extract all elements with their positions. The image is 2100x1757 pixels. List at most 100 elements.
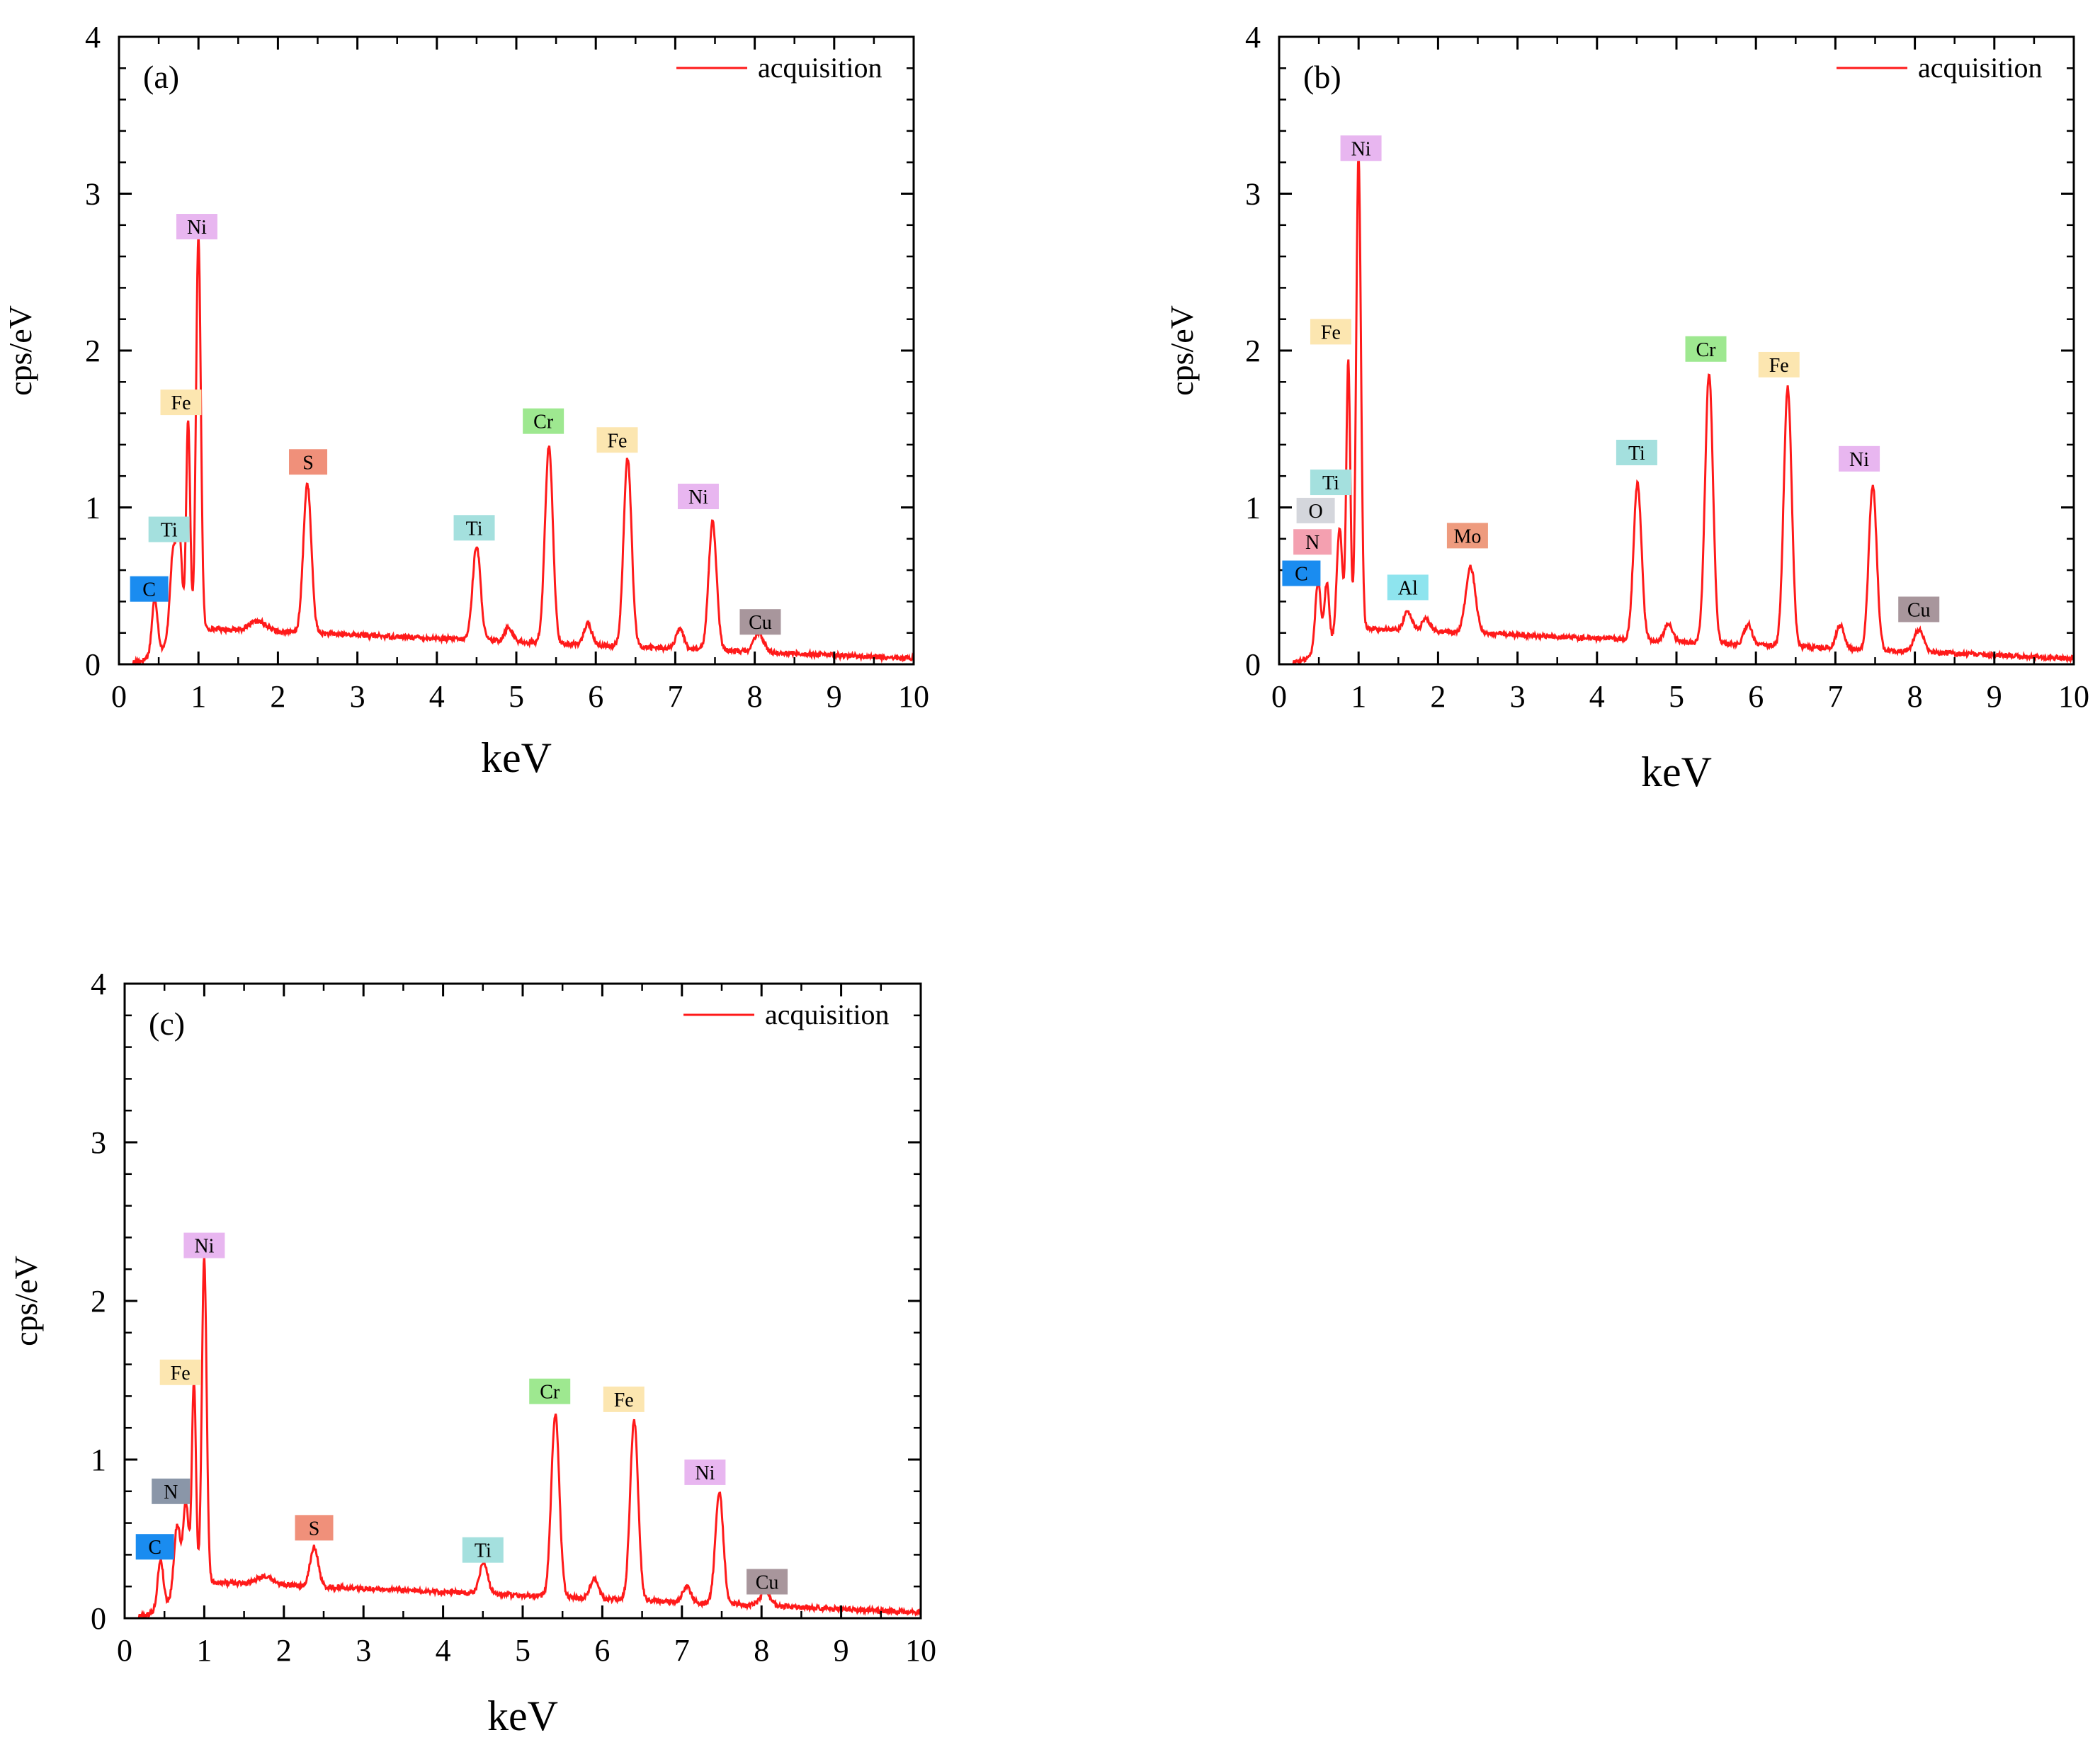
legend-label: acquisition	[765, 999, 890, 1030]
x-tick-label: 5	[515, 1633, 530, 1668]
badge-label: Cu	[756, 1571, 779, 1593]
y-tick-label: 0	[91, 1601, 106, 1636]
element-badge-fe: Fe	[596, 427, 638, 453]
element-badge-al: Al	[1387, 574, 1429, 601]
x-tick-label: 7	[667, 679, 683, 714]
x-tick-label: 1	[191, 679, 206, 714]
element-badge-ti: Ti	[1310, 470, 1351, 496]
x-tick-label: 1	[1351, 679, 1366, 714]
badge-label: Ni	[194, 1236, 214, 1258]
element-badge-ti: Ti	[1616, 439, 1657, 465]
badge-label: Ti	[475, 1540, 492, 1562]
badge-box	[176, 214, 217, 240]
y-axis-title: cps/eV	[8, 1256, 44, 1346]
badge-label: Cu	[1907, 599, 1931, 621]
x-tick-label: 2	[270, 679, 285, 714]
element-badge-s: S	[295, 1515, 334, 1541]
badge-label: Cr	[1696, 339, 1717, 361]
element-badge-cu: Cu	[739, 609, 781, 635]
x-tick-label: 8	[747, 679, 763, 714]
x-tick-label: 4	[436, 1633, 451, 1668]
badge-label: Cr	[540, 1382, 560, 1404]
element-badge-cu: Cu	[1898, 596, 1940, 622]
x-tick-label: 5	[509, 679, 524, 714]
plot-frame	[123, 982, 922, 1620]
badge-label: Ni	[688, 487, 708, 508]
x-tick-label: 7	[674, 1633, 690, 1668]
badge-label: Fe	[607, 430, 627, 452]
badge-label: Ni	[695, 1462, 715, 1484]
element-badge-cr: Cr	[1685, 336, 1727, 362]
x-tick-label: 0	[1271, 679, 1287, 714]
element-badge-n: N	[1293, 529, 1332, 555]
element-badge-ni: Ni	[1340, 135, 1382, 161]
element-badge-ti: Ti	[148, 516, 190, 542]
badge-label: Ti	[1628, 443, 1645, 465]
badge-box	[130, 576, 169, 602]
x-tick-label: 10	[898, 679, 929, 714]
badge-box	[1446, 523, 1488, 549]
spectrum-panel-b: 0 1 2 3 4 5 6 7 8 9 10 0 1 2 3 4 keV cps/eV (b) acquisition…	[1164, 20, 2089, 795]
badge-label: Fe	[1769, 355, 1789, 377]
y-tick-label: 0	[85, 647, 101, 682]
badge-label: S	[309, 1518, 320, 1540]
badge-box	[148, 516, 190, 542]
x-tick-label: 9	[1987, 679, 2002, 714]
badge-box	[523, 408, 564, 434]
badge-box	[289, 449, 328, 475]
element-badge-fe: Fe	[160, 390, 202, 416]
badge-label: Cu	[749, 612, 772, 634]
badge-box	[183, 1232, 225, 1258]
x-tick-label: 7	[1827, 679, 1843, 714]
badge-box	[747, 1569, 788, 1595]
y-tick-label: 4	[85, 20, 101, 55]
spectrum-line	[119, 232, 914, 666]
x-tick-label: 4	[429, 679, 445, 714]
badge-box	[159, 1359, 201, 1385]
badge-box	[596, 427, 638, 453]
x-tick-label: 8	[754, 1633, 769, 1668]
x-tick-label: 6	[1748, 679, 1764, 714]
x-tick-label: 0	[117, 1633, 132, 1668]
element-badge-o: O	[1296, 497, 1335, 523]
badge-box	[160, 390, 202, 416]
badge-box	[1387, 574, 1429, 601]
badge-box	[462, 1537, 504, 1563]
badge-label: Fe	[171, 392, 191, 414]
badge-box	[1310, 319, 1351, 345]
badge-label: Cr	[533, 411, 554, 433]
element-badge-ti: Ti	[453, 515, 495, 541]
x-tick-label: 2	[1430, 679, 1446, 714]
panel-label: (b)	[1303, 59, 1341, 95]
element-badge-fe: Fe	[1758, 351, 1800, 377]
legend-label: acquisition	[1918, 52, 2043, 84]
badge-label: C	[1295, 564, 1308, 586]
plot-frame	[1278, 35, 2075, 666]
badge-label: Ti	[466, 518, 483, 540]
y-tick-label: 4	[1245, 20, 1261, 55]
element-badge-ni: Ni	[1839, 445, 1880, 472]
badge-label: O	[1308, 501, 1322, 523]
element-badge-c: C	[1282, 560, 1321, 586]
badge-label: Mo	[1453, 525, 1481, 547]
x-tick-label: 3	[1510, 679, 1526, 714]
badge-label: Al	[1398, 577, 1418, 599]
badge-label: Fe	[1321, 322, 1341, 343]
x-tick-label: 3	[350, 679, 365, 714]
badge-box	[135, 1534, 174, 1560]
x-tick-label: 4	[1589, 679, 1605, 714]
element-badge-c: C	[130, 576, 169, 602]
element-badge-cr: Cr	[523, 408, 564, 434]
element-badge-c: C	[135, 1534, 174, 1560]
badge-box	[295, 1515, 334, 1541]
badge-label: C	[148, 1537, 161, 1559]
y-tick-label: 3	[91, 1125, 106, 1160]
badge-box	[1293, 529, 1332, 555]
x-tick-label: 8	[1907, 679, 1923, 714]
badge-box	[677, 483, 719, 509]
plot-frame	[118, 35, 915, 666]
badge-box	[1310, 470, 1351, 496]
element-badge-ti: Ti	[462, 1537, 504, 1563]
y-tick-label: 4	[91, 967, 106, 1001]
y-tick-label: 2	[1245, 334, 1261, 368]
